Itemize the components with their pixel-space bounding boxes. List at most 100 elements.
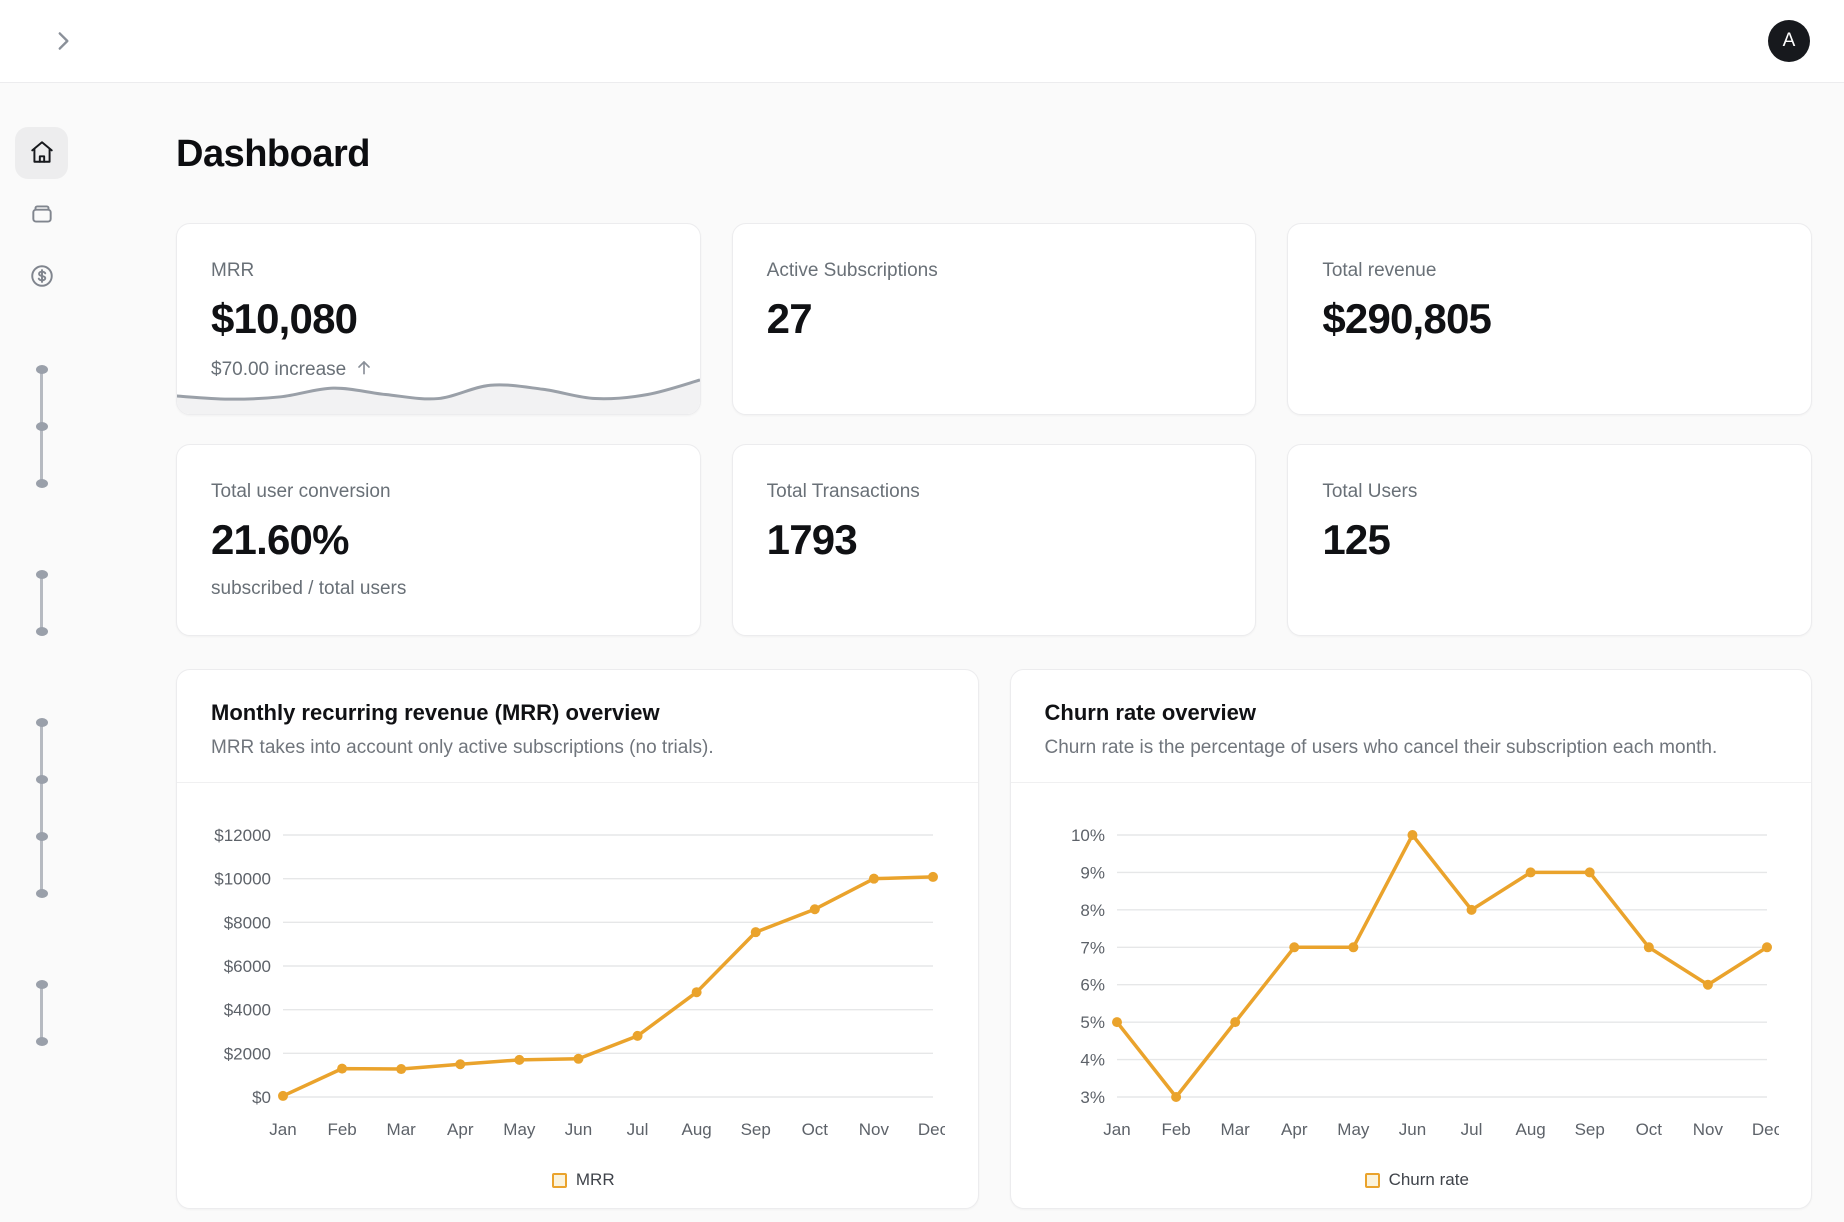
timeline-dot	[35, 1037, 48, 1046]
chart-title: Monthly recurring revenue (MRR) overview	[211, 700, 660, 725]
svg-text:May: May	[503, 1120, 536, 1139]
chart-legend: Churn rate	[1045, 1170, 1790, 1190]
svg-text:Jul: Jul	[627, 1120, 649, 1139]
stat-card-user-conversion: Total user conversion 21.60% subscribed …	[176, 444, 701, 636]
stat-value: $10,080	[211, 295, 358, 342]
svg-text:10%: 10%	[1070, 826, 1104, 845]
stat-label: Active Subscriptions	[766, 260, 938, 281]
charts-grid: Monthly recurring revenue (MRR) overview…	[176, 669, 1812, 1209]
stat-value: 21.60%	[211, 516, 349, 563]
svg-text:$8000: $8000	[224, 913, 271, 932]
svg-text:4%: 4%	[1080, 1051, 1105, 1070]
chart-body: $12000 $10000 $8000 $6000 $4000 $2000 $0 Jan Feb…	[177, 783, 978, 1190]
timeline-group	[35, 980, 48, 1046]
stat-value: $290,805	[1322, 295, 1492, 342]
svg-text:Jun: Jun	[565, 1120, 592, 1139]
stat-label: Total user conversion	[211, 481, 391, 502]
svg-text:Aug: Aug	[682, 1120, 712, 1139]
svg-text:Dec: Dec	[1751, 1120, 1778, 1139]
main-content: Dashboard MRR $10,080 $70.00 increase Ac…	[120, 83, 1844, 1222]
timeline-group	[35, 718, 48, 898]
sidebar-item-home[interactable]	[15, 127, 68, 179]
sidebar-item-revenue[interactable]	[15, 251, 68, 303]
stat-subtext-label: subscribed / total users	[211, 578, 407, 599]
topbar: A	[0, 0, 1844, 83]
timeline-dot	[35, 775, 48, 784]
svg-text:Nov: Nov	[1692, 1120, 1723, 1139]
stat-label: MRR	[211, 260, 255, 281]
svg-text:May: May	[1337, 1120, 1370, 1139]
svg-text:Feb: Feb	[1161, 1120, 1190, 1139]
chart-title: Churn rate overview	[1044, 700, 1257, 725]
svg-text:3%: 3%	[1080, 1088, 1105, 1107]
timeline-dot	[35, 365, 48, 374]
home-icon	[29, 139, 55, 168]
timeline-dot	[35, 627, 48, 636]
svg-text:8%: 8%	[1080, 901, 1105, 920]
stat-value: 27	[766, 295, 813, 342]
timeline-group	[35, 570, 48, 636]
svg-text:7%: 7%	[1080, 938, 1105, 957]
chart-subtitle: Churn rate is the percentage of users wh…	[1044, 737, 1718, 758]
avatar-initial: A	[1782, 30, 1796, 51]
svg-text:Apr: Apr	[447, 1120, 474, 1139]
svg-text:5%: 5%	[1080, 1013, 1105, 1032]
svg-text:9%: 9%	[1080, 863, 1105, 882]
timeline-dot	[35, 570, 48, 579]
timeline-group	[35, 365, 48, 488]
stats-grid: MRR $10,080 $70.00 increase Active Subsc…	[176, 223, 1812, 636]
stat-label: Total revenue	[1322, 260, 1437, 281]
mrr-sparkline	[176, 378, 700, 414]
chevron-right-icon	[50, 32, 76, 57]
stat-value: 125	[1322, 516, 1391, 563]
timeline-dot	[35, 980, 48, 989]
sidebar-toggle-button[interactable]	[46, 24, 80, 58]
legend-swatch	[551, 1172, 567, 1188]
stat-label: Total Transactions	[766, 481, 920, 502]
churn-chart-card: Churn rate overview Churn rate is the pe…	[1009, 669, 1812, 1209]
chart-subtitle: MRR takes into account only active subsc…	[211, 737, 714, 758]
chart-header: Monthly recurring revenue (MRR) overview…	[177, 670, 978, 783]
churn-line-chart: 10% 9% 8% 7% 6% 5% 4% 3% Jan Feb Mar Apr May Jun Jul Au…	[1070, 826, 1782, 1139]
sidebar-timeline-skeleton	[15, 365, 68, 1128]
legend-label: MRR	[575, 1170, 615, 1189]
svg-text:Nov: Nov	[859, 1120, 890, 1139]
sidebar-item-subscriptions[interactable]	[15, 189, 68, 241]
dollar-circle-icon	[29, 263, 55, 292]
svg-text:$10000: $10000	[214, 870, 271, 889]
stat-card-active-subscriptions: Active Subscriptions 27	[731, 223, 1257, 415]
arrow-up-icon	[354, 357, 374, 383]
svg-text:Oct: Oct	[802, 1120, 829, 1139]
svg-text:Aug: Aug	[1515, 1120, 1545, 1139]
svg-text:Oct: Oct	[1635, 1120, 1662, 1139]
sidebar	[0, 83, 120, 1222]
timeline-dot	[35, 718, 48, 727]
timeline-dot	[35, 832, 48, 841]
chart-legend: MRR	[211, 1170, 956, 1190]
stat-value: 1793	[766, 516, 858, 563]
timeline-dot	[35, 422, 48, 431]
svg-text:Mar: Mar	[1220, 1120, 1250, 1139]
svg-text:Mar: Mar	[387, 1120, 417, 1139]
svg-text:Apr: Apr	[1281, 1120, 1308, 1139]
svg-text:Jan: Jan	[1103, 1120, 1130, 1139]
svg-text:Sep: Sep	[741, 1120, 771, 1139]
svg-text:Dec: Dec	[918, 1120, 945, 1139]
timeline-dot	[35, 479, 48, 488]
legend-swatch	[1364, 1172, 1380, 1188]
timeline-dot	[35, 889, 48, 898]
svg-text:6%: 6%	[1080, 976, 1105, 995]
svg-text:$6000: $6000	[224, 957, 271, 976]
svg-text:Jul: Jul	[1460, 1120, 1482, 1139]
svg-text:Jun: Jun	[1398, 1120, 1425, 1139]
mrr-chart-card: Monthly recurring revenue (MRR) overview…	[176, 669, 979, 1209]
chart-header: Churn rate overview Churn rate is the pe…	[1010, 670, 1811, 783]
svg-text:Sep: Sep	[1574, 1120, 1604, 1139]
stat-card-total-transactions: Total Transactions 1793	[731, 444, 1257, 636]
stat-card-total-users: Total Users 125	[1287, 444, 1812, 636]
avatar[interactable]: A	[1768, 20, 1810, 62]
wallet-icon	[29, 201, 55, 230]
svg-text:$2000: $2000	[224, 1044, 271, 1063]
stat-card-mrr: MRR $10,080 $70.00 increase	[176, 223, 701, 415]
svg-text:Feb: Feb	[327, 1120, 356, 1139]
